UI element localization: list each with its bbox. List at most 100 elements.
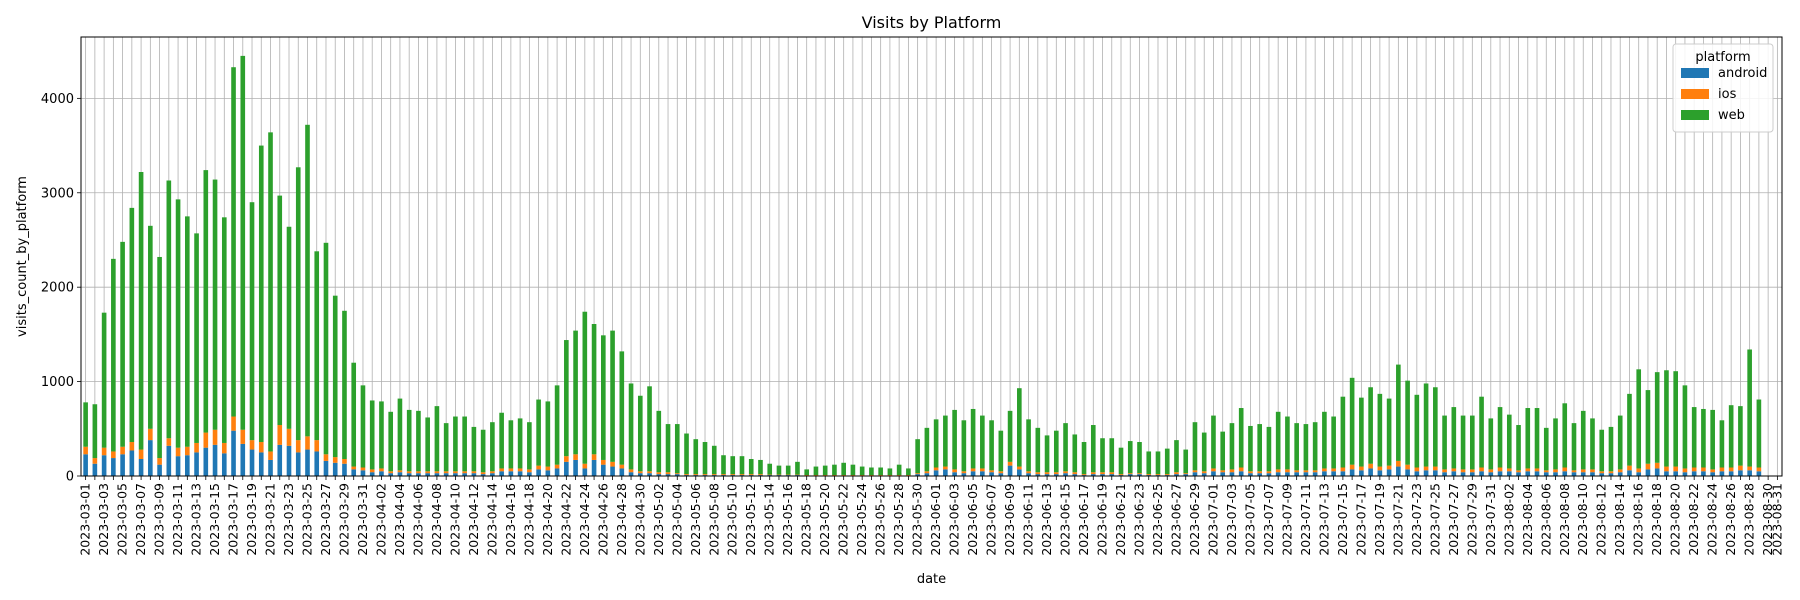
bar-ios: [480, 472, 486, 475]
bar-ios: [1349, 464, 1355, 470]
bar-web: [1164, 448, 1170, 475]
bar-web: [1220, 431, 1226, 471]
bar-web: [1451, 407, 1457, 469]
x-tick-label: 2023-05-06: [688, 483, 703, 556]
bar-web: [1017, 388, 1022, 467]
bar-android: [517, 471, 523, 476]
bar-web: [175, 199, 181, 448]
bar-ios: [554, 464, 560, 469]
bar-web: [684, 433, 689, 475]
legend-label-android: android: [1718, 66, 1767, 81]
bar-ios: [1701, 467, 1706, 472]
x-tick-label: 2023-07-09: [1279, 483, 1294, 556]
bar-web: [795, 461, 800, 475]
bar-ios: [1516, 470, 1521, 473]
bar-web: [961, 420, 967, 472]
x-tick-label: 2023-08-18: [1649, 483, 1664, 556]
bar-web: [1627, 393, 1632, 466]
x-tick-label: 2023-04-24: [577, 483, 592, 556]
x-tick-label: 2023-07-17: [1353, 483, 1368, 556]
x-tick-label: 2023-07-31: [1483, 483, 1498, 556]
bar-ios: [1192, 470, 1198, 473]
bar-ios: [924, 471, 930, 474]
bar-web: [1275, 411, 1281, 470]
bar-web: [332, 295, 338, 458]
bar-ios: [1423, 466, 1429, 471]
x-tick-label: 2023-06-01: [928, 483, 943, 556]
bar-web: [564, 340, 569, 457]
bar-ios: [637, 471, 643, 474]
bar-web: [508, 420, 514, 469]
bar-android: [185, 455, 190, 476]
x-tick-label: 2023-03-21: [263, 483, 278, 556]
bar-android: [332, 462, 338, 476]
bar-ios: [138, 449, 144, 460]
x-tick-label: 2023-05-10: [725, 483, 740, 556]
bar-android: [295, 452, 301, 476]
bar-web: [711, 445, 717, 475]
bar-web: [822, 465, 828, 476]
bar-ios: [1312, 470, 1318, 473]
bar-ios: [1414, 467, 1420, 472]
bar-web: [1562, 403, 1568, 468]
bar-ios: [258, 442, 264, 453]
bar-web: [157, 256, 162, 459]
bar-android: [619, 468, 625, 476]
bar-ios: [1405, 464, 1410, 470]
bar-ios: [1654, 462, 1660, 469]
bar-web: [1294, 423, 1299, 471]
bar-ios: [1442, 469, 1447, 473]
x-tick-label: 2023-03-13: [189, 483, 204, 556]
bar-web: [249, 202, 255, 441]
bar-ios: [647, 471, 652, 474]
bar-android: [1543, 472, 1549, 476]
bar-web: [120, 241, 125, 447]
bar-android: [1747, 470, 1752, 476]
bar-android: [1100, 474, 1105, 476]
legend-label-ios: ios: [1718, 87, 1737, 102]
bar-ios: [490, 471, 495, 474]
bar-web: [785, 465, 791, 475]
bar-ios: [601, 459, 606, 465]
bar-ios: [748, 474, 754, 476]
x-tick-label: 2023-05-22: [836, 483, 851, 556]
bar-android: [952, 472, 957, 476]
bar-android: [1359, 470, 1364, 476]
bar-web: [952, 409, 957, 470]
x-tick-label: 2023-08-28: [1742, 483, 1757, 556]
bar-android: [314, 451, 320, 476]
bar-web: [1192, 422, 1198, 471]
x-tick-label: 2023-07-07: [1261, 483, 1276, 556]
x-tick-label: 2023-08-24: [1705, 483, 1720, 556]
bar-web: [1682, 385, 1688, 469]
bar-android: [434, 473, 440, 476]
x-tick-label: 2023-08-30: [1760, 483, 1775, 556]
bar-ios: [1580, 469, 1586, 473]
bar-web: [517, 418, 523, 469]
bar-ios: [758, 474, 763, 476]
bar-web: [92, 404, 98, 459]
bar-ios: [656, 472, 662, 475]
bar-android: [1331, 471, 1336, 476]
bar-android: [924, 473, 930, 476]
bar-android: [1516, 472, 1521, 476]
bar-android: [240, 443, 246, 476]
bar-ios: [1368, 463, 1373, 469]
bar-web: [101, 312, 107, 448]
bar-web: [397, 398, 403, 471]
chart-title: Visits by Platform: [862, 13, 1002, 32]
bar-web: [554, 385, 560, 465]
bar-web: [425, 417, 430, 472]
bar-web: [323, 242, 329, 455]
bar-android: [1423, 470, 1429, 476]
bar-web: [185, 216, 190, 447]
bar-android: [933, 470, 939, 476]
x-tick-label: 2023-04-10: [447, 483, 462, 556]
bar-ios: [1220, 470, 1226, 473]
x-tick-label: 2023-08-16: [1631, 483, 1646, 556]
bar-ios: [166, 438, 172, 446]
bar-ios: [249, 440, 255, 450]
bar-android: [397, 472, 403, 476]
bar-android: [1044, 474, 1050, 476]
bar-web: [1211, 415, 1216, 469]
